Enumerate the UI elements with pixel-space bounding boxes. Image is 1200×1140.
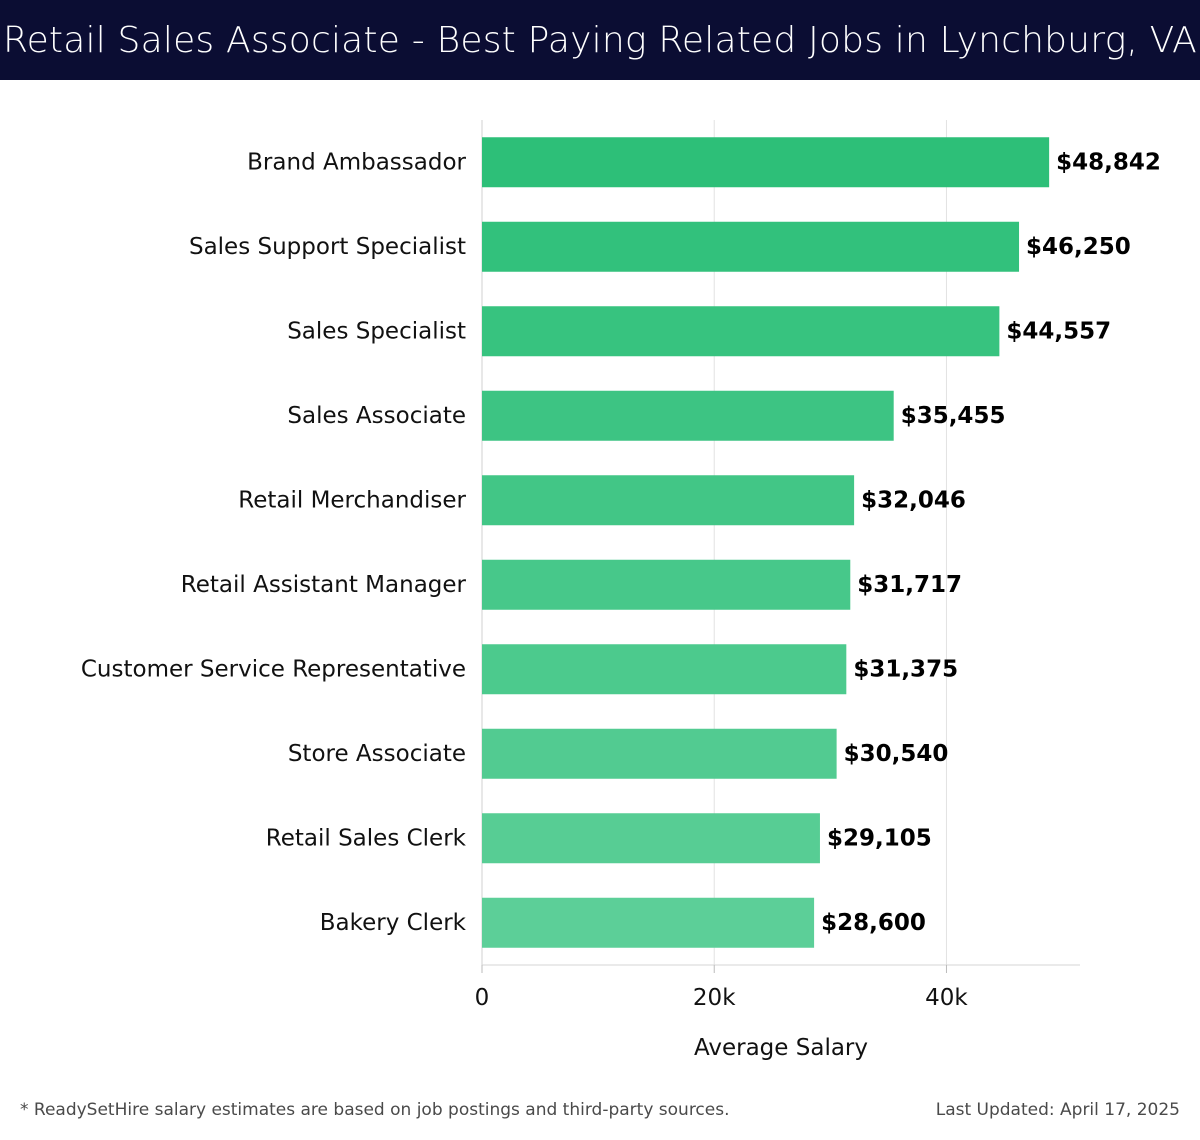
x-tick-label: 0	[475, 985, 490, 1011]
category-label: Bakery Clerk	[320, 910, 467, 936]
category-label: Sales Associate	[287, 403, 466, 429]
chart-title: Retail Sales Associate - Best Paying Rel…	[2, 19, 1198, 61]
value-label: $44,557	[1006, 318, 1111, 344]
category-label: Store Associate	[288, 741, 466, 767]
bar	[482, 390, 894, 441]
bar	[482, 221, 1020, 272]
value-label: $32,046	[861, 487, 966, 513]
last-updated: Last Updated: April 17, 2025	[935, 1100, 1180, 1120]
value-label: $30,540	[844, 741, 949, 767]
value-label: $46,250	[1026, 234, 1131, 260]
value-label: $31,375	[853, 656, 958, 682]
bar	[482, 644, 847, 695]
value-label: $31,717	[857, 572, 962, 598]
category-label: Retail Sales Clerk	[266, 825, 467, 851]
footer-note: * ReadySetHire salary estimates are base…	[20, 1100, 730, 1120]
value-label: $48,842	[1056, 149, 1161, 175]
category-label: Brand Ambassador	[247, 149, 466, 175]
bar	[482, 728, 837, 779]
bar	[482, 559, 851, 610]
category-label: Customer Service Representative	[81, 656, 466, 682]
category-label: Sales Specialist	[287, 318, 466, 344]
x-axis-title: Average Salary	[694, 1035, 868, 1061]
bar	[482, 475, 855, 526]
header-bar: Retail Sales Associate - Best Paying Rel…	[0, 0, 1200, 80]
value-label: $35,455	[901, 403, 1006, 429]
salary-bar-chart: Brand Ambassador $48,842 Sales Support Spe…	[81, 120, 1161, 1061]
x-tick-label: 40k	[925, 985, 968, 1011]
bar	[482, 137, 1050, 188]
bar	[482, 897, 815, 948]
x-tick-label: 20k	[693, 985, 736, 1011]
category-label: Retail Merchandiser	[238, 487, 466, 513]
category-label: Sales Support Specialist	[189, 234, 466, 260]
bar	[482, 306, 1000, 357]
value-label: $29,105	[827, 825, 932, 851]
bar	[482, 813, 820, 864]
category-label: Retail Assistant Manager	[181, 572, 467, 598]
value-label: $28,600	[821, 910, 926, 936]
